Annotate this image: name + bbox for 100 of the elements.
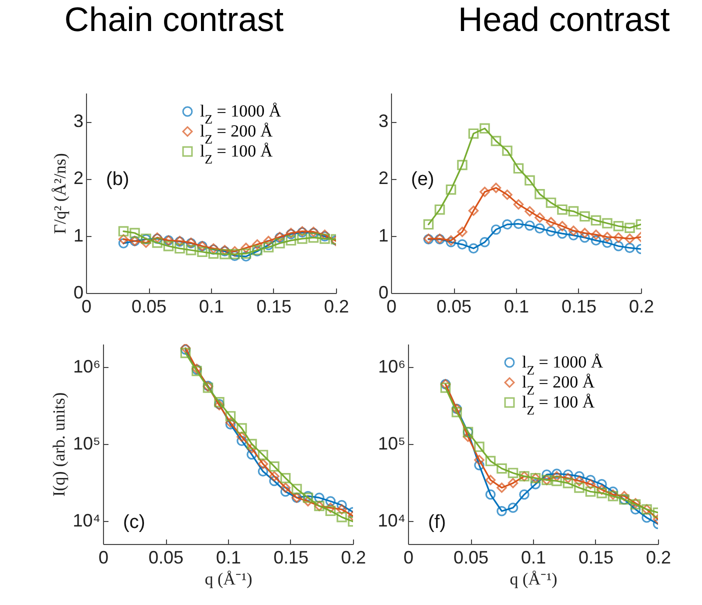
point [524, 206, 535, 216]
point [468, 243, 479, 254]
point [140, 238, 152, 248]
point [524, 220, 535, 231]
point [269, 461, 280, 472]
point [314, 492, 324, 503]
x-tick-label: 0.1 [216, 548, 242, 568]
point [220, 249, 230, 260]
y-tick-label: 10⁶ [73, 356, 100, 377]
point [546, 198, 556, 208]
point [236, 436, 247, 446]
point [557, 228, 568, 239]
x-axis-title: q (Å⁻¹) [204, 570, 252, 588]
point [496, 463, 507, 474]
point [480, 186, 490, 197]
point [596, 479, 607, 490]
point [468, 128, 479, 139]
point [585, 479, 596, 490]
point [336, 504, 347, 515]
point [485, 474, 496, 486]
point [602, 238, 612, 248]
point [474, 454, 484, 466]
point [152, 238, 162, 248]
point [562, 478, 574, 488]
x-tick-label: 0.2 [646, 548, 672, 568]
point [457, 239, 468, 250]
point [534, 212, 545, 223]
point [502, 219, 512, 230]
x-tick-label: 0.05 [436, 296, 472, 316]
point [519, 489, 530, 500]
point [423, 219, 434, 230]
point [446, 184, 456, 195]
point [118, 238, 129, 248]
x-tick-label: 0.2 [324, 296, 350, 316]
point [552, 476, 562, 486]
point [480, 123, 490, 134]
point [434, 204, 445, 215]
point [608, 486, 618, 497]
point [280, 486, 291, 497]
point [513, 218, 524, 229]
x-tick-label: 0.15 [578, 548, 614, 568]
y-tick-label: 0 [378, 282, 388, 302]
point [208, 248, 219, 259]
point [568, 226, 579, 236]
point [308, 232, 319, 243]
annotation: (c) [123, 512, 146, 533]
point [568, 230, 579, 240]
x-tick-label: 0.1 [504, 296, 530, 316]
point [568, 206, 579, 216]
point [174, 243, 185, 254]
point [502, 190, 512, 200]
point [585, 474, 596, 486]
x-tick-label: 0.05 [453, 548, 489, 568]
x-tick-label: 0.2 [340, 548, 366, 568]
point [596, 484, 607, 495]
point [534, 189, 545, 200]
point [585, 486, 596, 497]
point [468, 206, 479, 216]
x-tick-label: 0.15 [561, 296, 597, 316]
point [457, 160, 468, 170]
point [557, 221, 568, 232]
point [524, 175, 535, 186]
point [269, 471, 280, 482]
x-axis-title: q (Å⁻¹) [510, 570, 558, 588]
y-tick-label: 3 [73, 111, 84, 132]
point [258, 466, 268, 477]
x-tick-label: 0.2 [628, 296, 654, 316]
point [186, 245, 196, 256]
point [286, 235, 296, 246]
x-tick-label: 0.15 [256, 296, 292, 316]
y-tick-label: 10⁴ [72, 510, 100, 530]
x-tick-label: 0.05 [131, 296, 167, 316]
point [240, 242, 252, 253]
point [274, 238, 285, 248]
point [513, 199, 524, 210]
point [630, 504, 641, 515]
point [590, 230, 602, 240]
point [534, 223, 545, 234]
point [557, 204, 568, 215]
point [513, 163, 524, 174]
y-tick-label: 1 [73, 225, 84, 246]
point [325, 496, 336, 506]
point [118, 234, 129, 244]
point [562, 472, 574, 484]
point [440, 382, 451, 393]
point [246, 449, 257, 460]
y-tick-label: 2 [378, 168, 388, 188]
point [530, 479, 541, 490]
point [496, 482, 507, 493]
point [180, 348, 191, 358]
chart-title: Chain contrast [64, 1, 284, 39]
point [490, 136, 502, 146]
y-axis-title: I(q) (arb. units) [50, 392, 69, 497]
point [508, 468, 518, 478]
point [580, 232, 590, 243]
point [258, 458, 268, 470]
point [325, 502, 336, 513]
point [602, 218, 612, 228]
y-tick-label: 10⁵ [73, 434, 100, 454]
point [302, 496, 314, 506]
